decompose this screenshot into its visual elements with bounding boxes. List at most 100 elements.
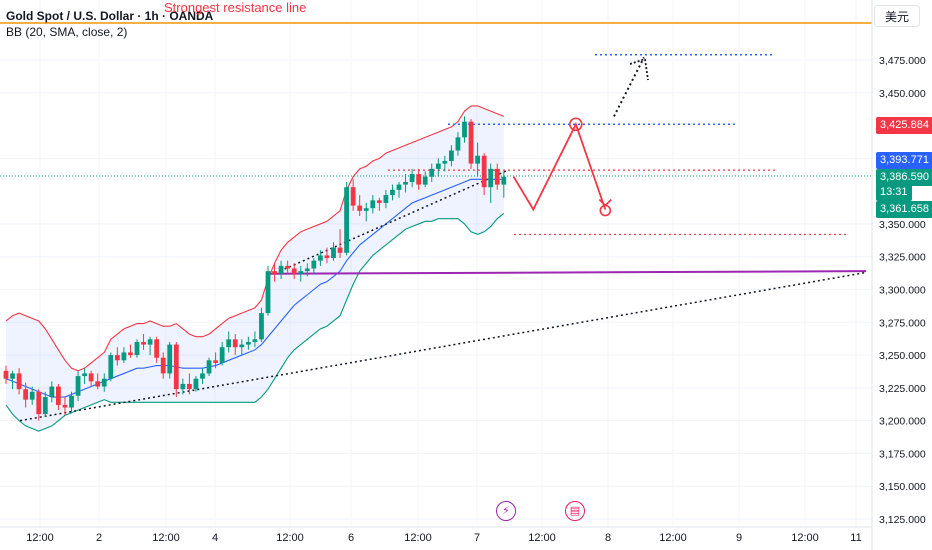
candle <box>226 331 232 353</box>
candle <box>403 174 408 193</box>
candle <box>435 158 441 177</box>
candle <box>200 368 205 384</box>
candle-body <box>265 271 271 314</box>
candle-body <box>147 339 153 345</box>
time-tick-label: 9 <box>736 532 742 544</box>
lightning-event-icon[interactable]: ⚡ <box>496 501 516 521</box>
upper-band-line <box>5 105 505 372</box>
time-tick-label: 12:00 <box>26 532 54 544</box>
candle <box>475 142 480 177</box>
time-tick-label: 4 <box>212 532 218 544</box>
candle-body <box>311 260 317 269</box>
candlesticks <box>3 116 507 421</box>
candle-body <box>449 150 454 161</box>
candle-body <box>357 205 363 211</box>
candle <box>88 370 94 387</box>
time-tick-label: 2 <box>96 532 102 544</box>
candle-body <box>331 247 336 259</box>
candle <box>154 336 160 363</box>
currency-button[interactable]: 美元 <box>874 5 920 27</box>
candle-body <box>475 155 480 164</box>
candle <box>455 132 461 156</box>
candle-body <box>390 189 395 196</box>
candle-body <box>429 168 435 177</box>
candle <box>128 344 133 358</box>
symbol-title[interactable]: Gold Spot / U.S. Dollar · 1h · OANDA <box>6 9 214 23</box>
projection-arrowhead <box>598 198 612 207</box>
candle-body <box>3 370 9 379</box>
candle <box>213 352 218 369</box>
breakout-arrowhead <box>629 57 649 81</box>
price-tick-label: 3,200.000 <box>879 416 926 428</box>
candle <box>376 197 382 211</box>
candle-body <box>200 373 205 379</box>
candle-body <box>272 271 277 274</box>
candle <box>10 370 15 390</box>
candle <box>291 263 297 280</box>
channel-trendline <box>279 169 509 272</box>
candle-body <box>435 163 441 169</box>
candle-body <box>252 339 258 342</box>
candle-body <box>193 378 199 390</box>
candle <box>95 373 101 390</box>
candle <box>481 153 487 196</box>
candle <box>429 163 435 182</box>
candle <box>56 383 61 411</box>
candle <box>278 260 284 280</box>
price-tick-label: 3,250.000 <box>879 350 926 362</box>
candle <box>272 263 277 282</box>
candle <box>344 181 349 256</box>
candle <box>49 381 55 403</box>
lower-band-line <box>5 213 505 432</box>
candle-body <box>187 383 192 390</box>
candle <box>468 119 474 169</box>
candle-body <box>141 341 146 345</box>
candle <box>311 258 317 274</box>
candle <box>101 373 107 392</box>
candle <box>324 247 330 264</box>
us-flag-event-icon[interactable]: ▤ <box>565 501 585 521</box>
candle <box>167 341 173 379</box>
candle-body <box>442 160 448 164</box>
candle-body <box>49 386 55 398</box>
candle-body <box>219 347 225 363</box>
time-tick-label: 6 <box>348 532 354 544</box>
candle <box>331 242 336 261</box>
candle-body <box>167 344 173 374</box>
candle-body <box>337 247 343 253</box>
candle-body <box>455 137 461 151</box>
candle <box>357 195 363 217</box>
candle-body <box>376 200 382 203</box>
candle-body <box>409 174 415 182</box>
candle-body <box>154 339 160 358</box>
candle <box>141 334 146 350</box>
resistance-annotation[interactable]: Strongest resistance line <box>164 0 307 15</box>
time-tick-label: 7 <box>474 532 480 544</box>
resistance-price-badge: 3,425.884 <box>876 117 932 134</box>
rising-trendline <box>19 271 867 422</box>
candle <box>265 265 271 316</box>
candle <box>442 155 448 172</box>
candle-body <box>324 255 330 259</box>
indicator-title[interactable]: BB (20, SMA, close, 2) <box>6 25 128 39</box>
candle <box>62 397 68 416</box>
candle <box>108 352 114 382</box>
candle-body <box>160 357 166 374</box>
countdown-badge: 13:31 <box>876 184 912 201</box>
candle-body <box>481 155 487 188</box>
candle-body <box>62 404 68 408</box>
price-tick-label: 3,475.000 <box>879 55 926 67</box>
candle <box>337 229 343 259</box>
candle <box>259 307 264 342</box>
candle <box>219 341 225 366</box>
candle-body <box>383 195 389 203</box>
candle-body <box>494 168 500 185</box>
candle <box>422 171 428 188</box>
candle-body <box>114 355 120 361</box>
candle <box>239 339 245 356</box>
candle-body <box>298 271 304 274</box>
candle <box>193 376 199 392</box>
bollinger-bands <box>5 105 505 432</box>
candle-body <box>226 339 232 348</box>
